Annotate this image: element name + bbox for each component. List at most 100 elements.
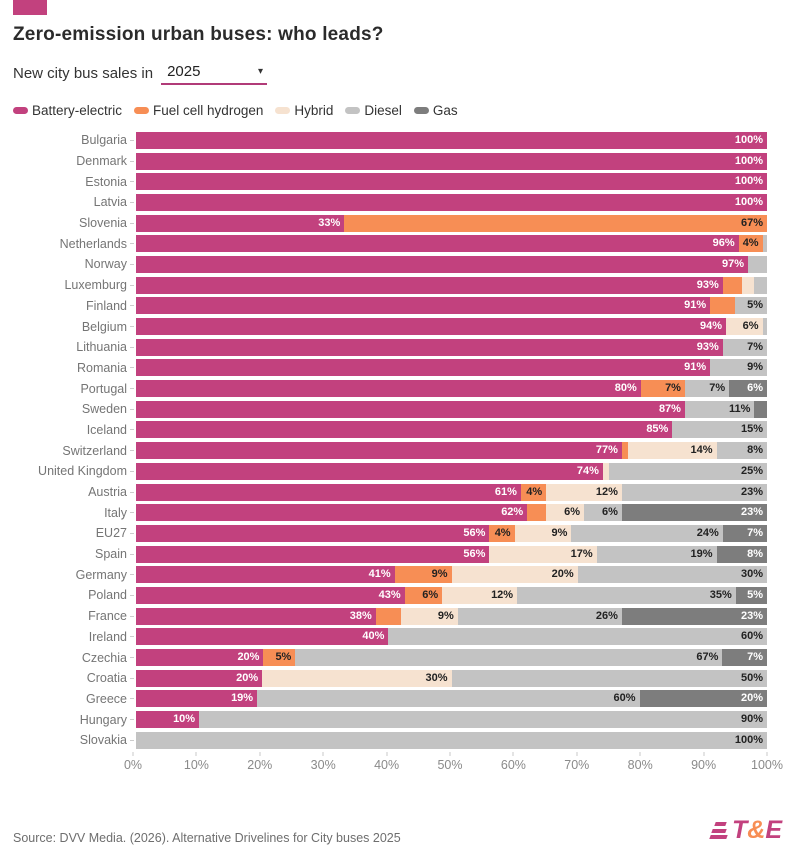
- stacked-bar: 19% 60% 20%: [136, 690, 767, 708]
- bar-segment-diesel: [748, 255, 767, 273]
- segment-value-label: 17%: [570, 547, 593, 560]
- bar-segment-diesel: 60%: [388, 628, 767, 646]
- chart-row: France 38% 9% 26% 23%: [13, 606, 767, 627]
- segment-value-label: 61%: [494, 485, 517, 498]
- bar-segment-gas: 23%: [621, 607, 767, 625]
- segment-value-label: 100%: [734, 733, 763, 746]
- row-tick-mark: [130, 305, 134, 307]
- bar-segment-battery-electric: 100%: [136, 152, 767, 170]
- bar-segment-gas: 23%: [621, 504, 767, 522]
- axis-tick-label: 40%: [374, 757, 400, 772]
- row-tick-mark: [130, 388, 134, 390]
- chart-row: Lithuania 93% 7%: [13, 337, 767, 358]
- bar-segment-hybrid: 12%: [442, 586, 518, 604]
- bar-segment-gas: 20%: [639, 690, 767, 708]
- segment-value-label: 9%: [437, 609, 454, 622]
- bar-segment-battery-electric: 77%: [136, 442, 622, 460]
- segment-value-label: 12%: [595, 485, 618, 498]
- bar-segment-battery-electric: 33%: [136, 214, 345, 232]
- legend-item-fuel-cell-hydrogen: Fuel cell hydrogen: [134, 103, 263, 118]
- chart-row: Ireland 40% 60%: [13, 627, 767, 648]
- chart-row: Finland 91% 5%: [13, 296, 767, 317]
- bar-segment-battery-electric: 41%: [136, 566, 395, 584]
- country-label: Switzerland: [62, 443, 127, 458]
- stacked-bar: 74% 25%: [136, 462, 767, 480]
- bar-segment-battery-electric: 40%: [136, 628, 389, 646]
- row-tick-mark: [130, 615, 134, 617]
- chart-row: Czechia 20% 5% 67% 7%: [13, 647, 767, 668]
- segment-value-label: 56%: [463, 547, 486, 560]
- footer: Source: DVV Media. (2026). Alternative D…: [13, 816, 782, 845]
- bar-segment-fuel-cell-hydrogen: 6%: [404, 586, 443, 604]
- axis-tick-label: 20%: [247, 757, 273, 772]
- country-label: Estonia: [85, 174, 127, 189]
- bar-segment-battery-electric: 62%: [136, 504, 528, 522]
- bar-segment-fuel-cell-hydrogen: [621, 442, 629, 460]
- bar-segment-diesel: 6%: [584, 504, 622, 522]
- segment-value-label: 6%: [601, 506, 618, 519]
- bar-segment-diesel: 50%: [451, 669, 767, 687]
- bar-segment-hybrid: [741, 276, 755, 294]
- row-tick-mark: [130, 222, 134, 224]
- country-label: Greece: [86, 691, 127, 706]
- segment-value-label: 94%: [699, 320, 722, 333]
- legend-label: Gas: [432, 103, 458, 118]
- bar-segment-fuel-cell-hydrogen: [710, 297, 736, 315]
- row-tick-mark: [130, 698, 134, 700]
- bar-segment-battery-electric: 94%: [136, 318, 726, 336]
- row-tick-mark: [130, 181, 134, 183]
- legend-swatch-icon: [134, 107, 150, 114]
- subtitle-text: New city bus sales in: [13, 65, 154, 82]
- bar-segment-battery-electric: 87%: [136, 400, 685, 418]
- legend-swatch-icon: [275, 107, 291, 114]
- bar-segment-battery-electric: 93%: [136, 276, 723, 294]
- bar-segment-hybrid: [602, 462, 610, 480]
- country-label: Lithuania: [76, 340, 127, 355]
- country-label: Czechia: [81, 650, 127, 665]
- segment-value-label: 100%: [734, 175, 763, 188]
- country-label: Latvia: [93, 195, 127, 210]
- bar-segment-battery-electric: 61%: [136, 483, 521, 501]
- segment-value-label: 100%: [734, 195, 763, 208]
- logo-text: T&E: [731, 816, 782, 844]
- axis-tick-mark: [639, 751, 641, 756]
- segment-value-label: 80%: [614, 382, 637, 395]
- year-dropdown[interactable]: 2025 ▾: [161, 62, 268, 85]
- bar-segment-gas: 5%: [735, 586, 767, 604]
- row-tick-mark: [130, 574, 134, 576]
- stacked-bar: 77% 14% 8%: [136, 442, 768, 460]
- axis-tick-mark: [386, 751, 388, 756]
- segment-value-label: 7%: [709, 382, 726, 395]
- bar-segment-diesel: 30%: [577, 566, 767, 584]
- segment-value-label: 26%: [595, 609, 618, 622]
- country-label: Romania: [76, 360, 127, 375]
- legend-item-gas: Gas: [413, 103, 458, 118]
- segment-value-label: 19%: [231, 692, 254, 705]
- legend-item-battery-electric: Battery-electric: [13, 103, 122, 118]
- stacked-bar: 62% 6% 6% 23%: [136, 504, 767, 522]
- year-dropdown-value: 2025: [167, 63, 201, 80]
- bar-segment-battery-electric: 91%: [136, 359, 711, 377]
- row-tick-mark: [130, 284, 134, 286]
- bar-segment-battery-electric: 10%: [136, 711, 200, 729]
- segment-value-label: 6%: [422, 588, 439, 601]
- segment-value-label: 87%: [658, 402, 681, 415]
- country-label: Belgium: [81, 319, 127, 334]
- bar-segment-diesel: [754, 276, 768, 294]
- chart-row: Slovakia 100%: [13, 730, 767, 751]
- page-title: Zero-emission urban buses: who leads?: [13, 24, 384, 45]
- bar-segment-fuel-cell-hydrogen: 7%: [640, 380, 685, 398]
- logo-stripes-icon: [709, 822, 728, 839]
- stacked-bar: 91% 5%: [136, 297, 767, 315]
- axis-tick-mark: [132, 751, 134, 756]
- bar-segment-fuel-cell-hydrogen: 67%: [344, 214, 767, 232]
- row-tick-mark: [130, 719, 134, 721]
- chart-row: Bulgaria 100%: [13, 130, 767, 151]
- stacked-bar: 100%: [136, 152, 767, 170]
- chart-row: Italy 62% 6% 6% 23%: [13, 502, 767, 523]
- segment-value-label: 100%: [734, 154, 763, 167]
- stacked-bar: 87% 11%: [136, 400, 767, 418]
- country-label: Finland: [86, 298, 127, 313]
- bar-segment-fuel-cell-hydrogen: [375, 607, 402, 625]
- bar-segment-gas: 7%: [722, 649, 767, 667]
